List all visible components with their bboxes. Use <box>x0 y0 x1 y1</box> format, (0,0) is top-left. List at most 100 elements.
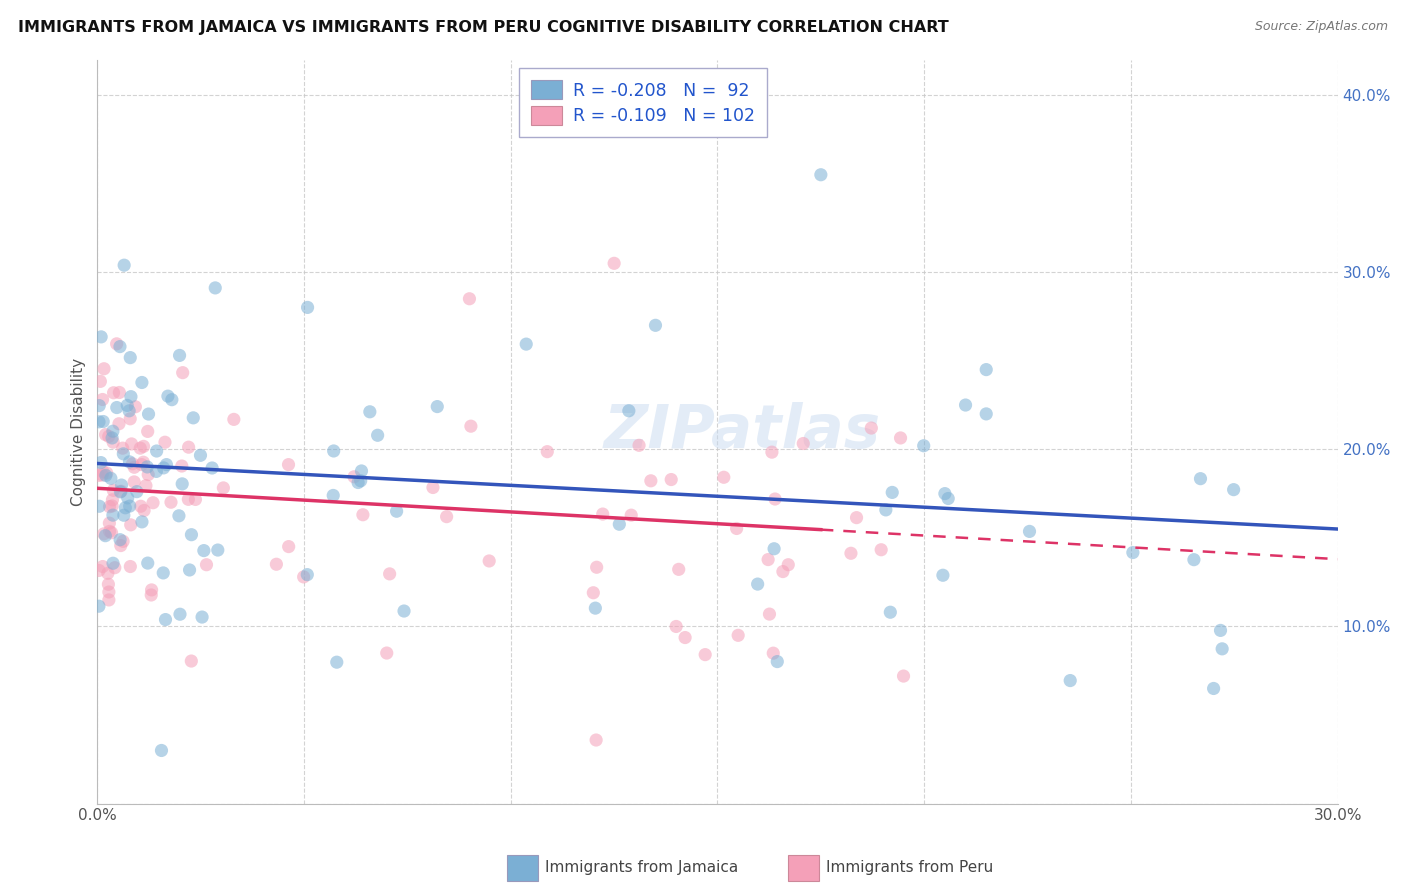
Point <box>138 407 160 421</box>
Point <box>1222 483 1244 497</box>
Point <box>879 605 901 619</box>
Point <box>112 258 135 272</box>
Point <box>170 458 193 473</box>
Point <box>97 585 120 599</box>
Point <box>422 481 444 495</box>
Point <box>179 563 201 577</box>
Point <box>1202 681 1225 696</box>
Point <box>436 509 458 524</box>
Point <box>792 436 814 450</box>
Text: ZIPatlas: ZIPatlas <box>603 402 882 461</box>
Legend: R = -0.208   N =  92, R = -0.109   N = 102: R = -0.208 N = 92, R = -0.109 N = 102 <box>519 69 768 137</box>
Point <box>515 337 537 351</box>
Point <box>934 486 956 500</box>
Point <box>936 491 959 506</box>
Point <box>659 473 682 487</box>
Point <box>592 507 614 521</box>
Point <box>756 552 779 566</box>
Point <box>955 398 977 412</box>
Point <box>367 428 389 442</box>
Point <box>668 562 690 576</box>
Point <box>912 439 935 453</box>
Point <box>104 560 127 574</box>
Point <box>89 375 111 389</box>
Point <box>778 558 800 572</box>
Point <box>882 485 904 500</box>
Point <box>111 441 134 455</box>
Point <box>747 577 769 591</box>
Point <box>132 503 155 517</box>
Point <box>761 445 783 459</box>
Point <box>673 631 696 645</box>
Point <box>870 542 893 557</box>
Point <box>108 340 131 354</box>
Point <box>97 566 120 581</box>
Point <box>181 410 204 425</box>
Point <box>378 566 401 581</box>
Point <box>132 439 155 453</box>
Point <box>136 425 159 439</box>
Point <box>536 444 558 458</box>
Y-axis label: Cognitive Disability: Cognitive Disability <box>72 358 86 506</box>
Point <box>1059 673 1081 688</box>
Point <box>97 577 120 591</box>
Point <box>167 508 190 523</box>
Point <box>145 464 167 478</box>
Point <box>136 467 159 482</box>
Point <box>583 601 606 615</box>
Point <box>103 483 125 498</box>
Point <box>191 610 214 624</box>
Point <box>112 508 135 523</box>
Point <box>105 401 128 415</box>
Point <box>160 392 183 407</box>
Point <box>124 400 146 414</box>
Point <box>277 458 299 472</box>
Point <box>141 588 163 602</box>
Point <box>108 533 131 547</box>
Point <box>890 431 912 445</box>
Point <box>91 392 114 407</box>
Text: Immigrants from Jamaica: Immigrants from Jamaica <box>544 861 738 875</box>
Point <box>1018 524 1040 539</box>
Point <box>347 475 370 490</box>
Point <box>207 543 229 558</box>
Point <box>607 517 630 532</box>
Point <box>100 471 122 485</box>
Point <box>94 529 117 543</box>
Point <box>343 470 366 484</box>
Point <box>845 510 868 524</box>
Point <box>758 607 780 621</box>
Point <box>93 526 115 541</box>
Point <box>142 496 165 510</box>
Point <box>875 503 897 517</box>
Point <box>118 404 141 418</box>
Point <box>292 570 315 584</box>
Point <box>132 455 155 469</box>
Point <box>201 461 224 475</box>
Point <box>136 459 159 474</box>
Point <box>110 484 132 499</box>
Point <box>1211 641 1233 656</box>
Point <box>112 447 135 461</box>
Point <box>266 558 288 572</box>
Point <box>585 733 607 747</box>
Point <box>118 499 141 513</box>
Point <box>695 648 717 662</box>
Point <box>727 628 749 642</box>
Point <box>762 646 785 660</box>
Point <box>87 415 110 429</box>
Point <box>392 604 415 618</box>
Point <box>359 405 381 419</box>
Point <box>94 427 117 442</box>
Point <box>1182 552 1205 566</box>
Point <box>180 527 202 541</box>
Point <box>725 521 748 535</box>
Point <box>150 743 173 757</box>
Point <box>375 646 398 660</box>
Point <box>91 559 114 574</box>
Point <box>322 488 344 502</box>
Point <box>120 517 142 532</box>
Point <box>90 330 112 344</box>
Point <box>103 385 125 400</box>
Point <box>101 431 124 445</box>
